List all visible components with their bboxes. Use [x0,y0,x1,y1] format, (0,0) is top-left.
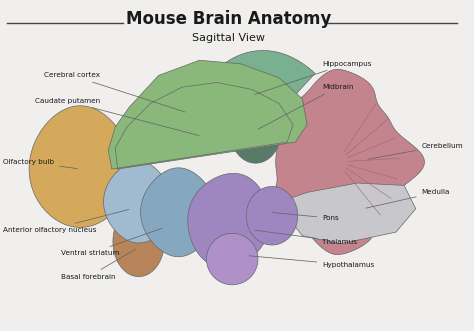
Polygon shape [195,51,315,117]
Polygon shape [246,187,298,245]
Text: Medulla: Medulla [366,189,450,208]
Text: Cerebellum: Cerebellum [368,143,463,159]
Text: Ventral striatum: Ventral striatum [62,228,162,256]
Polygon shape [265,70,424,255]
Text: Basal forebrain: Basal forebrain [62,249,136,280]
Polygon shape [103,161,174,243]
Text: Pons: Pons [273,213,339,221]
Text: Cerebral cortex: Cerebral cortex [44,72,185,112]
Polygon shape [108,60,307,169]
Polygon shape [230,98,282,163]
Text: Hypothalamus: Hypothalamus [249,256,374,268]
Polygon shape [29,106,131,227]
Polygon shape [113,207,164,277]
Text: Midbrain: Midbrain [258,84,354,129]
Text: Caudate putamen: Caudate putamen [35,98,199,136]
Polygon shape [207,233,258,285]
Text: Anterior olfactory nucleus: Anterior olfactory nucleus [3,210,129,233]
Polygon shape [283,183,416,244]
Text: Olfactory bulb: Olfactory bulb [3,159,77,168]
Text: Thalamus: Thalamus [255,230,357,245]
Text: Hippocampus: Hippocampus [255,61,372,94]
Polygon shape [188,173,270,267]
Text: Mouse Brain Anatomy: Mouse Brain Anatomy [126,10,331,28]
Polygon shape [141,168,216,257]
Polygon shape [140,75,303,149]
Text: Sagittal View: Sagittal View [192,33,265,43]
